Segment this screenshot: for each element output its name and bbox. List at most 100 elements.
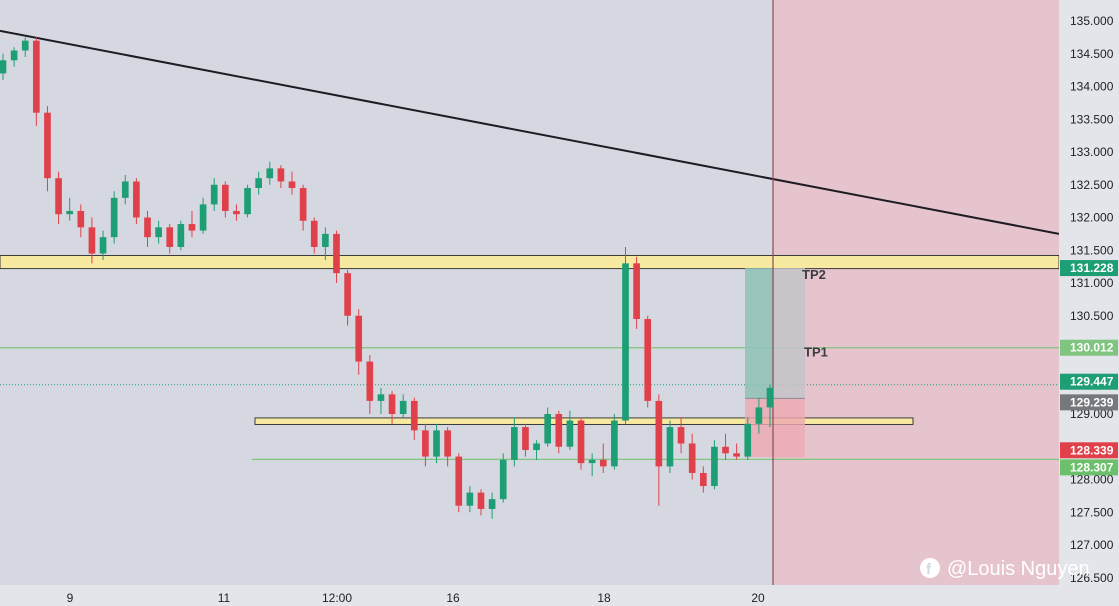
candle[interactable] (522, 423, 529, 457)
candle[interactable] (221, 181, 229, 218)
candle[interactable] (555, 410, 563, 454)
candle[interactable] (477, 489, 485, 516)
candle[interactable] (110, 191, 118, 244)
candle-body (599, 459, 607, 467)
candle[interactable] (644, 315, 652, 408)
candle[interactable] (10, 47, 18, 67)
candle[interactable] (755, 397, 763, 434)
candle[interactable] (422, 423, 429, 467)
downtrend-line[interactable] (0, 29, 1060, 235)
candle[interactable] (44, 106, 51, 192)
candle[interactable] (433, 423, 440, 464)
candle[interactable] (310, 217, 318, 254)
candle[interactable] (666, 420, 674, 473)
candle[interactable] (677, 417, 685, 454)
candle[interactable] (166, 224, 174, 254)
candle[interactable] (288, 171, 296, 195)
candle[interactable] (66, 197, 74, 221)
candle[interactable] (333, 230, 340, 283)
candle[interactable] (466, 486, 474, 513)
candle[interactable] (399, 394, 407, 418)
candle[interactable] (33, 37, 40, 126)
candle[interactable] (77, 204, 85, 238)
candle[interactable] (0, 53, 7, 80)
candle[interactable] (410, 397, 418, 441)
candle[interactable] (499, 453, 507, 503)
profit-zone-projection[interactable] (773, 268, 805, 399)
candle[interactable] (144, 210, 151, 247)
candle-body (44, 112, 51, 179)
candle[interactable] (199, 197, 207, 234)
candle[interactable] (88, 217, 96, 264)
candle[interactable] (533, 440, 540, 460)
candle[interactable] (55, 171, 62, 225)
candle[interactable] (255, 171, 263, 195)
candle-body (322, 233, 329, 247)
candle[interactable] (121, 174, 129, 205)
candle-body (88, 227, 96, 254)
candle-body (533, 443, 540, 451)
candle[interactable] (688, 433, 696, 480)
candle-body (466, 492, 474, 506)
candle[interactable] (766, 384, 774, 428)
candle-body (622, 263, 629, 421)
candle[interactable] (599, 443, 607, 473)
candle-body (755, 407, 763, 424)
candle[interactable] (299, 184, 307, 231)
candle[interactable] (233, 204, 240, 221)
candle[interactable] (277, 165, 285, 189)
loss-zone[interactable] (745, 398, 805, 458)
price-tick-label: 131.500 (1070, 243, 1114, 257)
candle[interactable] (733, 443, 740, 460)
candle[interactable] (344, 269, 351, 326)
candle[interactable] (566, 410, 574, 451)
candle[interactable] (244, 184, 251, 218)
candle-body (244, 188, 251, 215)
price-axis[interactable] (1059, 0, 1119, 606)
price-tick-label: 129.000 (1070, 407, 1114, 421)
candle[interactable] (711, 440, 718, 490)
profit-zone[interactable] (745, 268, 773, 399)
price-badge: 130.012 (1060, 339, 1118, 356)
candle[interactable] (577, 417, 585, 470)
time-tick-label: 16 (446, 591, 460, 605)
candle[interactable] (622, 246, 629, 424)
candle[interactable] (377, 387, 385, 414)
candle[interactable] (266, 161, 274, 185)
candle[interactable] (633, 256, 640, 329)
candle[interactable] (444, 427, 451, 467)
resistance-zone[interactable] (0, 254, 1060, 270)
candle[interactable] (355, 309, 363, 375)
candle[interactable] (99, 230, 107, 261)
candle[interactable] (21, 37, 29, 58)
price-badge: 129.239 (1060, 394, 1118, 411)
candle[interactable] (322, 227, 329, 261)
candle[interactable] (210, 178, 218, 211)
candle-body (522, 427, 529, 451)
candle[interactable] (155, 220, 162, 244)
price-badge: 128.307 (1060, 459, 1118, 476)
candle[interactable] (366, 355, 374, 414)
time-axis[interactable] (0, 585, 1059, 606)
candle[interactable] (388, 391, 396, 424)
candle[interactable] (488, 492, 496, 519)
candle-body (210, 184, 218, 205)
candle[interactable] (544, 407, 552, 447)
candle[interactable] (611, 414, 618, 470)
candle[interactable] (699, 466, 707, 493)
price-tick-label: 132.500 (1070, 178, 1114, 192)
candle[interactable] (722, 433, 729, 460)
candle[interactable] (188, 210, 196, 238)
candle-body (577, 420, 585, 464)
candle[interactable] (455, 453, 463, 513)
candle[interactable] (177, 220, 185, 251)
facebook-icon (920, 558, 940, 578)
candle[interactable] (655, 394, 663, 506)
candle[interactable] (588, 453, 596, 477)
candle-body (333, 233, 340, 274)
candle[interactable] (133, 178, 140, 225)
candle[interactable] (510, 417, 518, 467)
candle-body (66, 210, 74, 215)
candle[interactable] (744, 417, 752, 460)
